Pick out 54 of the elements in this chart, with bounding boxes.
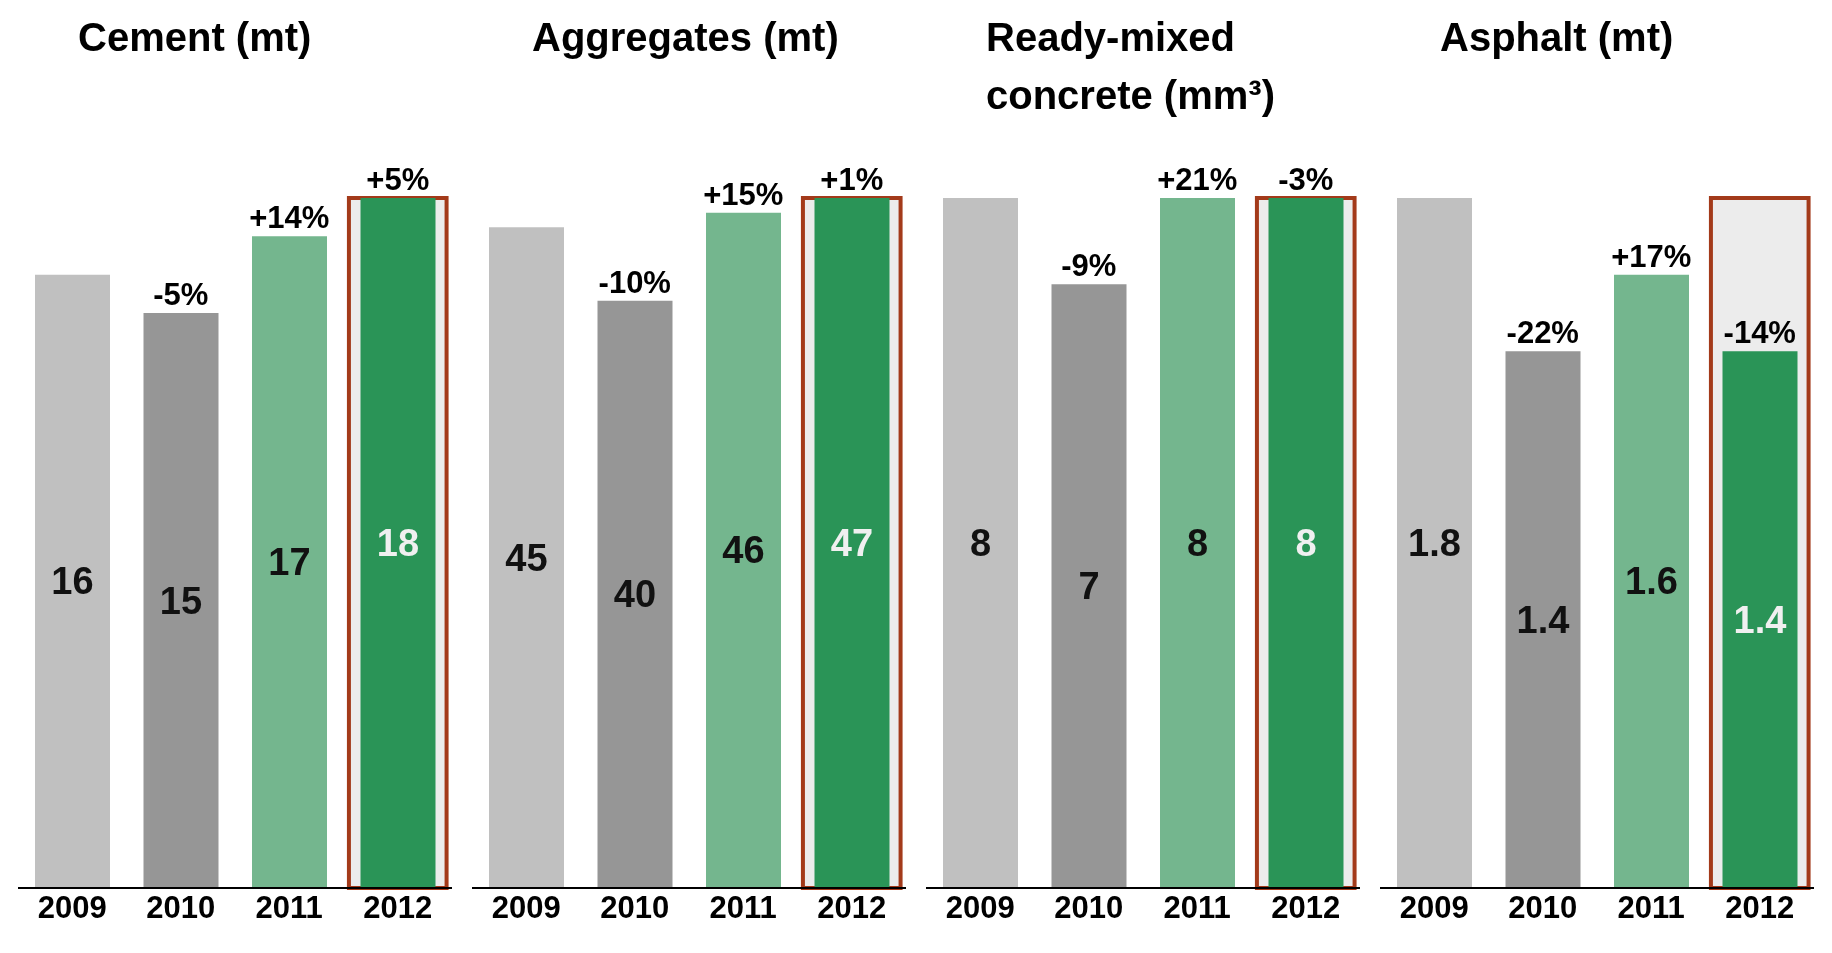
annotation: +14% — [249, 200, 330, 236]
data-label: 45 — [505, 536, 548, 579]
annotation: +17% — [1611, 238, 1692, 274]
data-label: 40 — [613, 573, 657, 616]
data-label: 1.6 — [1625, 560, 1678, 603]
x-tick-label: 2010 — [1054, 890, 1124, 926]
x-tick-label: 2011 — [255, 890, 323, 926]
data-label: 46 — [722, 529, 765, 572]
data-label: 15 — [159, 579, 203, 622]
chart-title: Asphalt (mt) — [1440, 14, 1675, 61]
data-label: 8 — [1295, 522, 1317, 564]
data-label: 8 — [1186, 522, 1209, 564]
annotation: -14% — [1723, 315, 1796, 351]
x-tick-label: 2012 — [817, 890, 887, 926]
data-label: 1.4 — [1516, 598, 1570, 641]
data-label: 8 — [969, 522, 992, 564]
chart-title: Cement (mt) — [78, 14, 313, 61]
annotation: +5% — [366, 162, 430, 197]
bar — [143, 313, 219, 888]
data-label: 17 — [268, 541, 311, 584]
annotation: -5% — [153, 277, 209, 312]
x-tick-label: 2011 — [1163, 890, 1231, 926]
chart-title: Ready-mixed concrete (mm³) — [986, 14, 1276, 119]
bar — [489, 227, 564, 888]
data-label: 18 — [376, 522, 420, 564]
annotation: -22% — [1506, 315, 1579, 351]
x-tick-label: 2011 — [709, 890, 777, 926]
data-label: 1.8 — [1408, 522, 1461, 564]
data-label: 7 — [1078, 565, 1100, 608]
x-tick-label: 2010 — [146, 890, 216, 926]
chart-title: Aggregates (mt) — [532, 14, 840, 61]
annotation: -9% — [1061, 248, 1117, 284]
x-tick-label: 2009 — [945, 890, 1015, 926]
bar — [597, 300, 673, 888]
annotation: +15% — [703, 176, 784, 212]
data-label: 47 — [830, 522, 874, 564]
bar — [252, 236, 327, 888]
annotation: +1% — [820, 162, 884, 197]
bar — [706, 212, 781, 888]
x-tick-label: 2009 — [37, 890, 107, 926]
x-tick-label: 2011 — [1617, 890, 1685, 926]
x-tick-label: 2010 — [1508, 890, 1578, 926]
x-tick-label: 2009 — [491, 890, 561, 926]
x-tick-label: 2010 — [600, 890, 670, 926]
annotation: -10% — [598, 264, 671, 300]
data-label: 16 — [51, 560, 94, 603]
data-label: 1.4 — [1733, 598, 1787, 641]
x-tick-label: 2009 — [1399, 890, 1469, 926]
x-tick-label: 2012 — [1271, 890, 1341, 926]
bar — [35, 274, 110, 888]
annotation: -3% — [1278, 162, 1334, 197]
x-tick-label: 2012 — [363, 890, 433, 926]
x-tick-label: 2012 — [1725, 890, 1795, 926]
annotation: +21% — [1157, 162, 1238, 197]
